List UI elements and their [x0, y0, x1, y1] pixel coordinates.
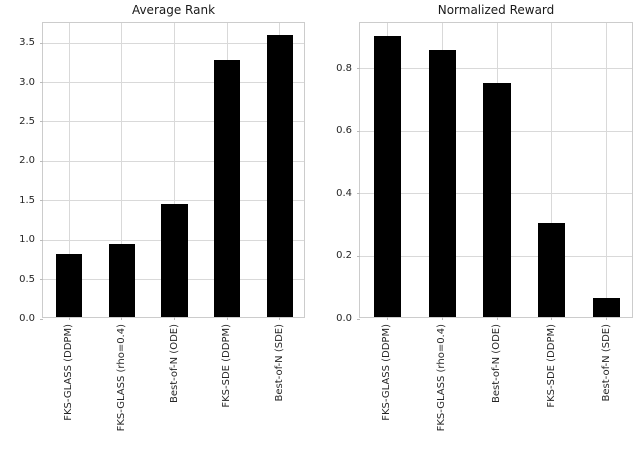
bar	[428, 49, 456, 317]
x-tick-label: FKS-SDE (DDPM)	[545, 324, 557, 408]
y-tick-mark	[357, 68, 360, 70]
y-tick-label: 1.5	[19, 194, 35, 206]
y-tick-label: 2.5	[19, 115, 35, 127]
y-tick-mark	[40, 121, 43, 123]
y-tick-mark	[357, 318, 360, 320]
x-tick-mark	[121, 317, 123, 320]
y-tick-label: 0.8	[336, 62, 352, 74]
y-tick-mark	[40, 279, 43, 281]
y-tick-label: 0.0	[19, 313, 35, 324]
plot-area: 0.0 0.5 1.0 1.5 2.0 2.5 3.0 3.5 FKS-GLASS (DDPM)…	[19, 22, 305, 431]
x-tick-label: FKS-GLASS (rho=0.4)	[436, 324, 448, 432]
x-tick-mark	[496, 317, 498, 320]
x-tick-label: Best-of-N (SDE)	[273, 324, 285, 402]
x-tick-label: FKS-GLASS (DDPM)	[381, 324, 393, 421]
y-tick-label: 0.0	[336, 313, 352, 324]
bar	[592, 298, 621, 317]
y-tick-mark	[40, 318, 43, 320]
y-gridline	[360, 68, 632, 70]
y-gridline	[43, 160, 304, 162]
x-gridline	[606, 23, 608, 317]
x-gridline	[174, 23, 175, 317]
x-gridline	[68, 23, 70, 317]
y-tick-mark	[357, 130, 360, 132]
y-tick-mark	[40, 200, 43, 202]
y-tick-label: 0.2	[336, 250, 352, 262]
bar	[266, 34, 293, 317]
y-tick-mark	[40, 42, 43, 44]
x-tick-mark	[441, 317, 443, 320]
bar	[538, 223, 566, 317]
y-tick-label: 3.0	[19, 76, 35, 88]
y-tick-mark	[357, 193, 360, 195]
x-tick-label: FKS-SDE (DDPM)	[221, 324, 233, 408]
x-tick-mark	[174, 317, 175, 320]
y-tick-label: 2.0	[19, 155, 35, 167]
y-gridline	[43, 42, 304, 44]
bar	[108, 243, 136, 317]
y-tick-mark	[40, 160, 43, 162]
x-tick-label: Best-of-N (SDE)	[600, 324, 612, 402]
x-tick-mark	[279, 317, 281, 320]
average-rank-chart: Average Rank 0.0 0.5 1.0 1.5 2.0 2.5 3.0 3.5 FKS…	[19, 3, 305, 431]
normalized-reward-chart: Normalized Reward 0.0 0.2 0.4 0.6 0.8 FKS-GLA…	[336, 3, 633, 431]
y-tick-mark	[40, 82, 43, 83]
x-gridline	[551, 23, 553, 317]
y-tick-mark	[357, 255, 360, 257]
x-tick-label: FKS-GLASS (DDPM)	[63, 324, 75, 421]
bar	[161, 204, 188, 317]
x-tick-mark	[551, 317, 553, 320]
y-tick-mark	[40, 239, 43, 241]
y-tick-label: 0.6	[336, 125, 352, 137]
x-tick-mark	[226, 317, 228, 320]
x-tick-label: Best-of-N (ODE)	[491, 324, 502, 403]
y-tick-label: 0.5	[19, 273, 35, 285]
x-tick-label: Best-of-N (ODE)	[168, 324, 180, 403]
x-tick-mark	[68, 317, 70, 320]
chart-title: Normalized Reward	[437, 3, 555, 17]
x-gridline	[121, 23, 123, 317]
bar	[483, 82, 511, 317]
y-gridline	[43, 200, 304, 202]
y-tick-label: 0.4	[336, 187, 352, 199]
plot-area: 0.0 0.2 0.4 0.6 0.8 FKS-GLASS (DDPM) FKS-GLASS…	[336, 22, 633, 431]
bar	[213, 60, 241, 317]
y-gridline	[43, 121, 304, 123]
x-tick-mark	[386, 317, 388, 320]
x-tick-mark	[606, 317, 608, 320]
bar	[373, 35, 402, 317]
y-tick-label: 1.0	[19, 234, 35, 246]
chart-title: Average Rank	[131, 3, 216, 17]
bar	[56, 253, 83, 317]
y-gridline	[43, 82, 304, 83]
x-tick-label: FKS-GLASS (rho=0.4)	[115, 324, 127, 432]
y-tick-label: 3.5	[19, 37, 35, 49]
